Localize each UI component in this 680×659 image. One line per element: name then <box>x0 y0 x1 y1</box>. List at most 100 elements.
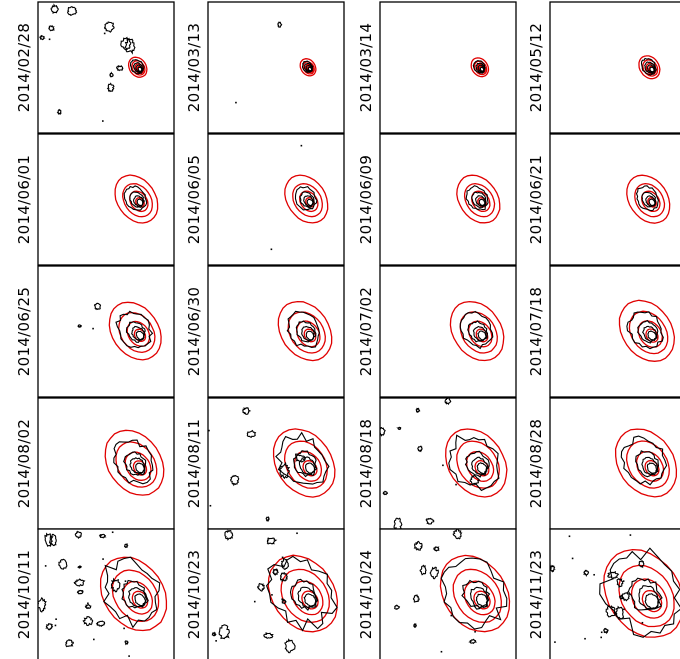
noise-speck <box>209 504 212 507</box>
observed-contour <box>103 556 161 629</box>
noise-speck <box>474 630 476 633</box>
observed-contour <box>448 434 500 492</box>
model-contour <box>283 440 328 489</box>
noise-speck <box>271 594 273 596</box>
noise-contour <box>263 632 275 639</box>
noise-speck <box>641 621 644 624</box>
noise-contour <box>124 640 129 646</box>
model-contour <box>475 328 489 343</box>
model-contour <box>114 174 159 224</box>
observed-contour <box>128 587 147 608</box>
noise-contour <box>616 578 624 589</box>
model-contour <box>474 459 490 477</box>
model-contour <box>473 590 491 610</box>
observed-contour <box>129 59 145 75</box>
noise-speck <box>442 464 444 467</box>
model-contour <box>293 451 323 482</box>
model-contour <box>463 182 496 218</box>
model-contour <box>272 428 336 498</box>
panel-date-label: 2014/02/28 <box>15 23 33 112</box>
panel-2014-06-30: 2014/06/30 <box>185 265 345 398</box>
observed-contour <box>275 431 330 485</box>
model-contour <box>111 569 160 622</box>
noise-contour <box>279 572 289 582</box>
noise-speck <box>593 573 595 576</box>
noise-contour <box>76 589 84 595</box>
panel-2014-07-18: 2014/07/18 <box>527 265 680 398</box>
observed-contour <box>294 185 318 211</box>
noise-contour <box>39 34 46 41</box>
model-contour <box>452 568 502 623</box>
panel-frame <box>207 528 345 659</box>
panel-frame <box>37 528 175 659</box>
panel-frame <box>207 397 345 530</box>
noise-contour <box>123 543 129 549</box>
noise-contour <box>550 564 556 573</box>
noise-contour <box>468 638 478 645</box>
noise-speck <box>296 532 298 535</box>
noise-contour <box>278 461 291 480</box>
noise-contour <box>65 639 74 648</box>
noise-contour <box>583 569 590 578</box>
observed-contour <box>132 62 144 73</box>
model-contour <box>299 58 317 77</box>
observed-contour <box>641 456 659 475</box>
noise-contour <box>84 603 92 610</box>
panel-frame <box>379 133 517 266</box>
observed-contour <box>475 195 486 207</box>
model-contour <box>456 174 501 224</box>
model-contour <box>625 440 670 489</box>
observed-contour <box>637 319 659 344</box>
model-contour <box>618 564 675 628</box>
noise-speck <box>622 580 625 582</box>
panel-date-label: 2014/07/18 <box>527 287 545 376</box>
panel-date-label: 2014/10/23 <box>185 550 203 639</box>
observed-contour <box>286 310 320 348</box>
model-contour <box>299 190 319 213</box>
observed-contour <box>129 457 146 475</box>
noise-contour <box>413 540 423 551</box>
noise-contour <box>281 598 287 605</box>
model-contour <box>301 590 319 610</box>
observed-contour <box>620 435 668 486</box>
observed-contour <box>459 310 494 350</box>
panel-2014-10-23: 2014/10/23 <box>185 528 345 659</box>
panel-2014-06-21: 2014/06/21 <box>527 133 680 266</box>
noise-contour <box>45 623 54 631</box>
observed-contour <box>627 577 663 611</box>
noise-speck <box>600 631 603 634</box>
noise-speck <box>440 650 443 653</box>
noise-speck <box>123 627 125 630</box>
panel-frame <box>207 133 345 266</box>
observed-contour <box>638 585 659 610</box>
model-contour <box>645 328 659 343</box>
model-contour <box>641 190 661 213</box>
observed-contour <box>113 439 154 485</box>
observed-contour <box>289 578 319 612</box>
noise-speck <box>128 655 130 657</box>
panel-frame <box>549 265 680 398</box>
noise-contour <box>98 533 107 539</box>
noise-contour <box>211 631 217 637</box>
model-contour <box>131 590 149 609</box>
observed-contour <box>123 185 148 211</box>
noise-speck <box>253 600 256 603</box>
noise-speck <box>629 534 632 536</box>
model-contour <box>626 174 671 224</box>
observed-contour <box>465 185 489 211</box>
noise-contour <box>218 624 230 640</box>
noise-contour <box>605 605 616 618</box>
noise-contour <box>417 445 423 453</box>
noise-contour <box>229 474 240 487</box>
panel-2014-08-11: 2014/08/11 <box>185 397 345 530</box>
observed-contour <box>121 579 149 609</box>
model-contour <box>104 429 165 496</box>
noise-contour <box>452 529 463 540</box>
noise-contour <box>76 565 83 569</box>
noise-contour <box>602 627 610 635</box>
observed-contour <box>626 311 664 350</box>
panel-2014-10-11: 2014/10/11 <box>15 528 175 659</box>
noise-contour <box>256 582 266 592</box>
noise-speck <box>124 580 127 582</box>
panel-2014-02-28: 2014/02/28 <box>15 1 175 134</box>
